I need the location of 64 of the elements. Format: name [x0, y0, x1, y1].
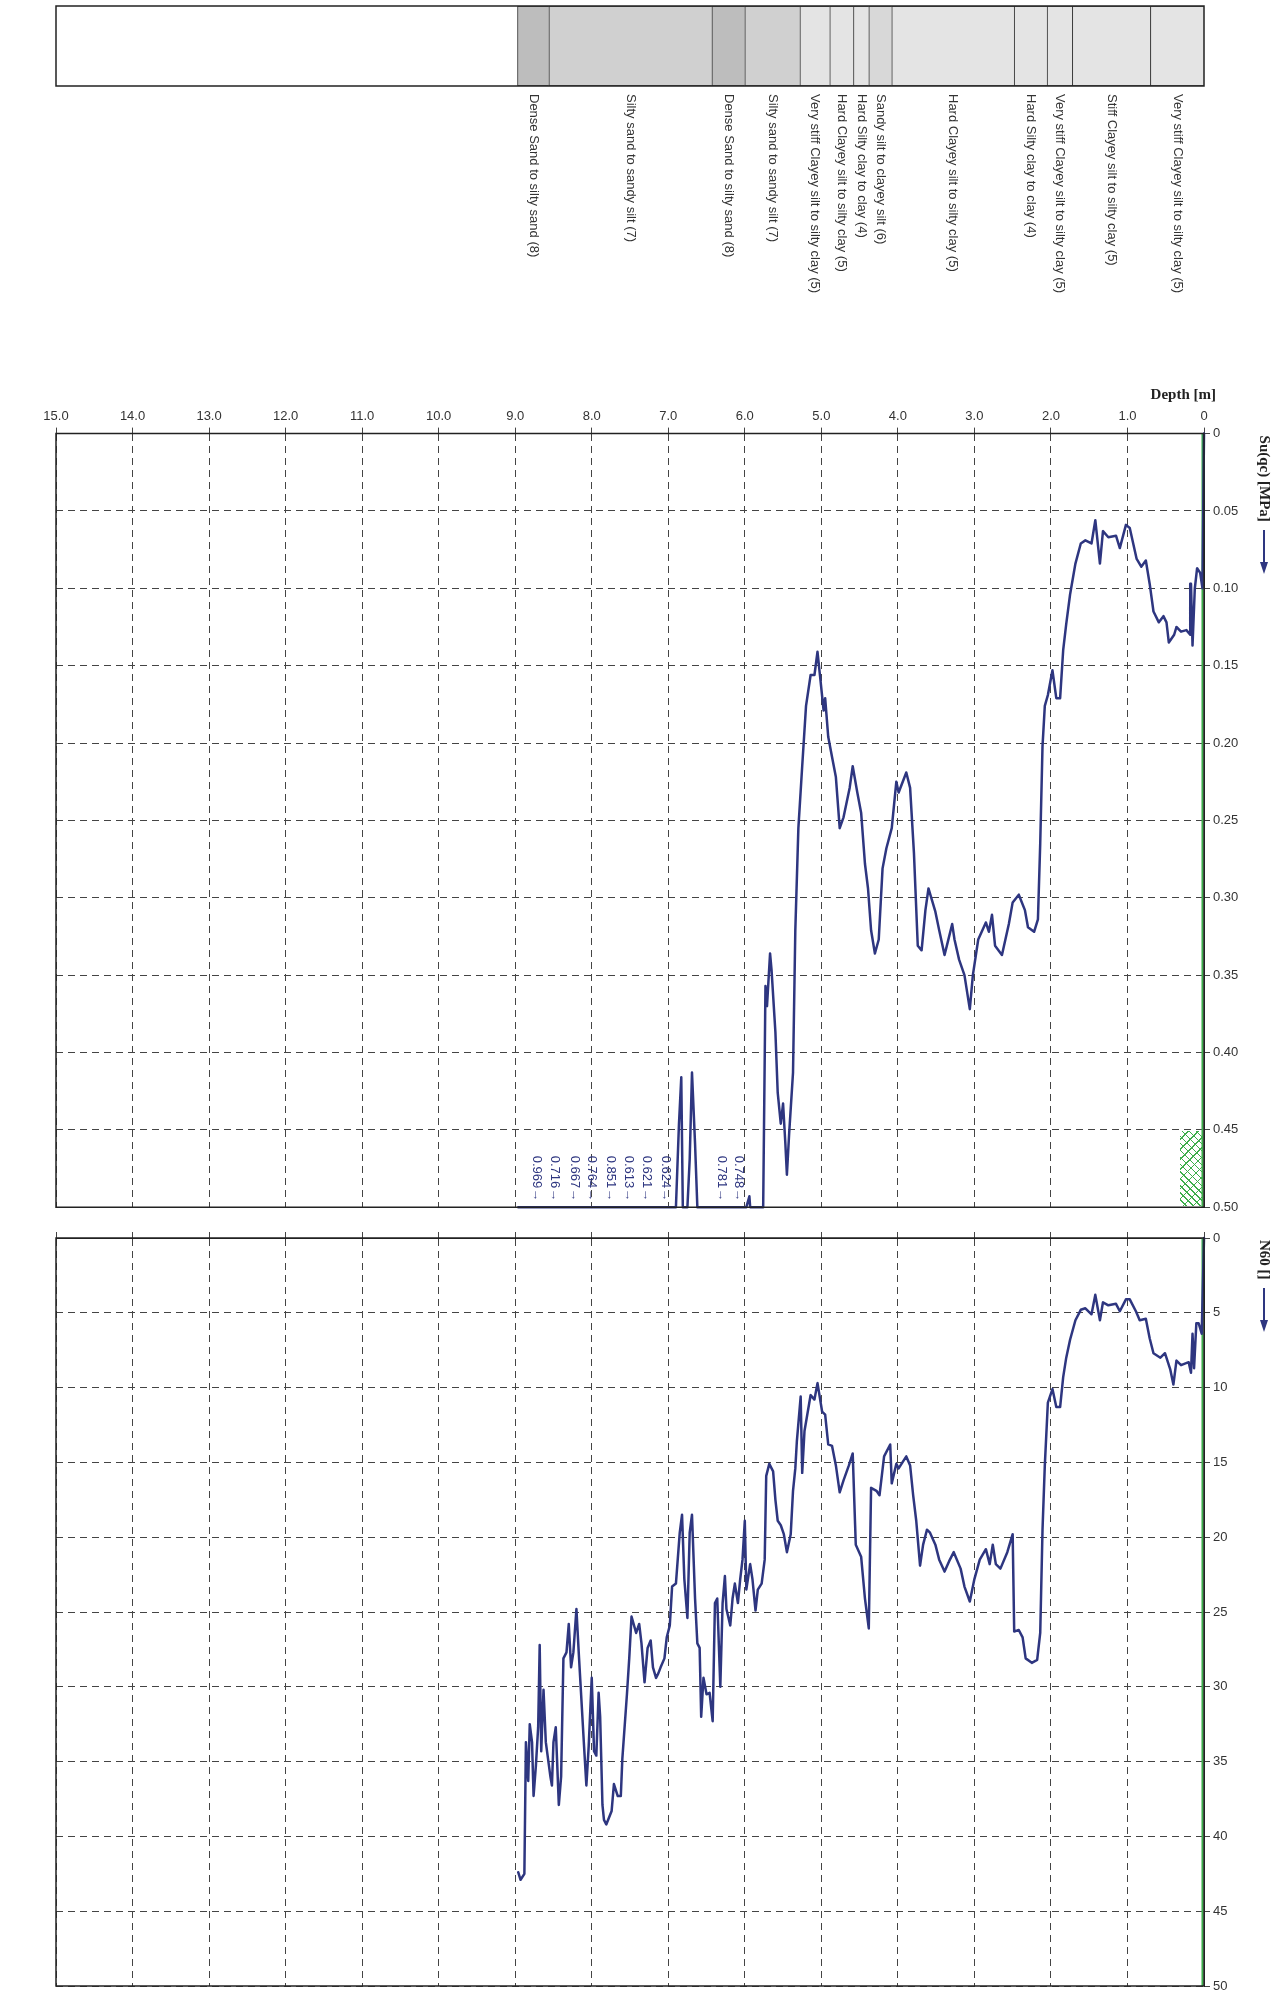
y-tick-label: 0 [1213, 425, 1221, 441]
text: Silty sand to sandy silt (7) [623, 94, 639, 243]
y-tick-label: 15 [1213, 1453, 1228, 1469]
text: Hard Clayey silt to silty clay (5) [835, 94, 851, 272]
x-tick-label: 5.0 [812, 408, 831, 424]
annotation: 0.748→ [732, 1155, 748, 1202]
y-tick-label: 0.15 [1213, 657, 1239, 673]
y-tick-label: 50 [1213, 1977, 1228, 1993]
text: Hard Clayey silt to silty clay (5) [946, 94, 962, 272]
x-tick-label: 13.0 [196, 408, 222, 424]
x-tick-label: 14.0 [119, 408, 146, 424]
x-tick-label: 4.0 [888, 408, 907, 424]
x-tick-label: 7.0 [659, 408, 678, 424]
y-tick-label: 0.50 [1213, 1198, 1239, 1214]
text: Very stiff Clayey silt to silty clay (5) [1053, 94, 1069, 294]
y-tick-label: 0.45 [1213, 1121, 1239, 1137]
text: Hard Silty clay to clay (4) [854, 94, 870, 238]
x-tick-label: 6.0 [735, 408, 754, 424]
x-tick-label: 2.0 [1041, 408, 1060, 424]
annotation: 0.613→ [621, 1155, 637, 1202]
text: Very stiff Clayey silt to silty clay (5) [1170, 94, 1186, 294]
text: Dense Sand to silty sand (8) [721, 94, 737, 258]
text: Dense Sand to silty sand (8) [526, 94, 542, 258]
annotation: 0.667→ [567, 1155, 583, 1202]
annotation: 0.716→ [548, 1155, 564, 1202]
x-axis-title: Depth [m] [1150, 386, 1216, 403]
y-tick-label: 40 [1213, 1827, 1228, 1843]
x-tick-label: 10.0 [426, 408, 452, 424]
x-tick-label: 9.0 [506, 408, 525, 424]
x-tick-label: 11.0 [349, 408, 375, 424]
x-tick-label: 12.0 [272, 408, 299, 424]
y-tick-label: 0.40 [1213, 1044, 1239, 1060]
text: Stiff Clayey silt to silty clay (5) [1104, 94, 1120, 266]
y-tick-label: 30 [1213, 1678, 1228, 1694]
y-tick-label: 20 [1213, 1528, 1228, 1544]
y-tick-label: 25 [1213, 1603, 1228, 1619]
x-tick-label: 8.0 [582, 408, 601, 424]
text: Very stiff Clayey silt to silty clay (5) [808, 94, 824, 294]
y-tick-label: 0 [1213, 1229, 1221, 1245]
y-axis-title: Su(qc) [MPa] [1256, 435, 1274, 522]
x-tick-label: 3.0 [965, 408, 984, 424]
y-tick-label: 0.25 [1213, 811, 1239, 827]
x-tick-label: 1.0 [1118, 408, 1137, 424]
y-tick-label: 0.05 [1213, 502, 1239, 518]
annotation: 0.969→ [530, 1155, 546, 1202]
annotation: 0.624→ [659, 1155, 675, 1202]
text: Silty sand to sandy silt (7) [765, 94, 781, 243]
annotation: 0.781→ [715, 1155, 731, 1202]
x-tick-label: 15.0 [43, 408, 69, 424]
y-tick-label: 0.10 [1213, 579, 1239, 595]
y-tick-label: 0.30 [1213, 889, 1239, 905]
y-tick-label: 35 [1213, 1753, 1228, 1769]
y-tick-label: 0.35 [1213, 966, 1239, 982]
text: Hard Silty clay to clay (4) [1024, 94, 1040, 238]
annotation: 0.851→ [604, 1155, 620, 1202]
annotation: 0.764→ [585, 1155, 601, 1202]
y-tick-label: 0.20 [1213, 734, 1239, 750]
text: Sandy silt to clayey silt (6) [873, 94, 889, 245]
y-axis-title: N60 [] [1257, 1240, 1274, 1280]
y-tick-label: 5 [1213, 1304, 1221, 1320]
x-tick-label: 0 [1200, 408, 1208, 424]
y-tick-label: 10 [1213, 1379, 1228, 1395]
y-tick-label: 45 [1213, 1902, 1228, 1918]
annotation: 0.621→ [640, 1155, 656, 1202]
